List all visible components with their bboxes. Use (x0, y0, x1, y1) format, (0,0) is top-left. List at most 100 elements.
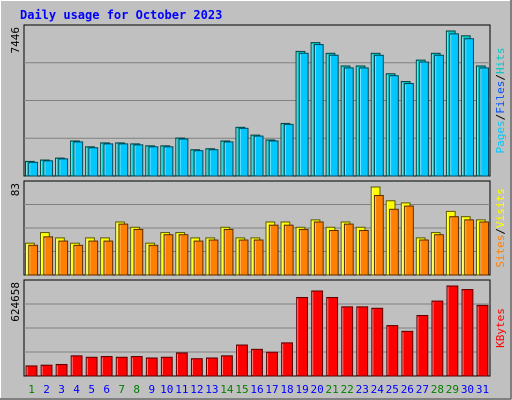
bar-pages-15 (238, 127, 249, 177)
bar-kbytes-25 (386, 325, 399, 377)
x-tick-label-18: 18 (280, 383, 293, 396)
x-tick-label-31: 31 (476, 383, 489, 396)
x-tick-label-2: 2 (43, 383, 50, 396)
bar-pages-7 (118, 143, 129, 177)
bar-kbytes-17 (266, 351, 278, 377)
x-tick-label-26: 26 (401, 383, 414, 396)
bar-kbytes-3 (55, 363, 68, 377)
bar-kbytes-21 (326, 296, 339, 377)
bar-pages-6 (103, 143, 114, 177)
bar-pages-20 (313, 44, 324, 177)
x-tick-label-17: 17 (265, 383, 278, 396)
bar-kbytes-24 (371, 307, 384, 377)
x-tick-label-10: 10 (160, 383, 173, 396)
side-label-kbytes: KBytes (494, 308, 507, 348)
x-axis-labels: 1 2 3 4 5 6 7 8 9 10 11 12 13 14 15 16 17 18 19 20 21 22 23 24 2… (28, 383, 489, 396)
x-tick-label-11: 11 (175, 383, 188, 396)
bar-sites-23 (359, 229, 369, 276)
bar-sites-2 (43, 236, 54, 276)
bar-kbytes-7 (115, 356, 128, 377)
bar-sites-4 (73, 244, 84, 276)
chart-title: Daily usage for October 2023 (20, 8, 222, 22)
bar-pages-21 (328, 54, 339, 177)
bar-sites-6 (103, 240, 114, 276)
bar-kbytes-23 (356, 306, 369, 377)
bar-kbytes-1 (25, 365, 38, 377)
bar-sites-12 (193, 240, 204, 276)
bar-sites-11 (178, 234, 189, 276)
side-label-separator: / (494, 228, 507, 235)
bar-pages-19 (298, 52, 309, 177)
x-tick-label-1: 1 (28, 383, 35, 396)
x-tick-label-5: 5 (88, 383, 95, 396)
x-tick-label-7: 7 (118, 383, 125, 396)
bar-sites-20 (313, 221, 324, 276)
side-label-separator: / (494, 114, 507, 121)
bar-sites-26 (404, 205, 414, 276)
x-tick-label-8: 8 (133, 383, 140, 396)
side-label-hits: Hits (494, 48, 507, 75)
bar-kbytes-11 (175, 352, 188, 377)
bar-sites-9 (148, 244, 159, 276)
panel-side-label: Sites/Visits (494, 188, 507, 268)
bar-kbytes-14 (221, 355, 233, 377)
bar-pages-17 (268, 140, 279, 177)
bar-pages-30 (464, 38, 474, 177)
bar-sites-10 (163, 234, 174, 276)
bar-pages-13 (208, 149, 219, 177)
x-tick-label-3: 3 (58, 383, 65, 396)
bar-pages-1 (28, 161, 39, 177)
bar-kbytes-12 (190, 358, 203, 377)
bar-kbytes-8 (130, 356, 143, 377)
bar-pages-29 (449, 33, 459, 177)
y-max-label: 7446 (9, 27, 22, 54)
panel-side-label: Pages/Files/Hits (494, 48, 507, 154)
x-tick-label-29: 29 (446, 383, 459, 396)
bar-kbytes-30 (461, 289, 474, 377)
x-tick-label-24: 24 (371, 383, 385, 396)
bar-kbytes-18 (281, 342, 293, 377)
bar-sites-27 (419, 239, 429, 276)
bar-kbytes-5 (85, 356, 98, 377)
bar-sites-28 (434, 234, 444, 276)
x-tick-label-25: 25 (386, 383, 399, 396)
x-tick-label-6: 6 (103, 383, 110, 396)
bar-sites-30 (464, 219, 474, 276)
x-tick-label-30: 30 (461, 383, 474, 396)
bar-pages-10 (163, 146, 174, 177)
bar-sites-31 (479, 221, 489, 276)
bar-sites-18 (283, 224, 294, 276)
bar-pages-11 (178, 138, 189, 177)
bar-pages-27 (419, 61, 429, 177)
bar-kbytes-31 (476, 304, 489, 377)
bar-kbytes-13 (205, 357, 218, 377)
bar-kbytes-28 (431, 300, 444, 377)
bar-pages-26 (404, 83, 414, 177)
bar-sites-14 (223, 228, 234, 276)
x-tick-label-21: 21 (326, 383, 339, 396)
x-tick-label-23: 23 (356, 383, 369, 396)
x-tick-label-14: 14 (220, 383, 234, 396)
x-tick-label-4: 4 (73, 383, 80, 396)
bar-pages-24 (374, 54, 384, 177)
bar-sites-5 (88, 240, 99, 276)
bar-pages-28 (434, 54, 444, 177)
bar-pages-4 (73, 141, 84, 177)
bar-kbytes-20 (311, 290, 324, 377)
y-max-label: 624658 (9, 282, 22, 322)
bar-pages-8 (133, 144, 144, 177)
bar-kbytes-10 (160, 356, 173, 377)
side-label-visits: Visits (494, 188, 507, 228)
bar-pages-2 (43, 160, 54, 177)
bar-pages-14 (223, 141, 234, 177)
x-tick-label-28: 28 (431, 383, 444, 396)
bar-sites-25 (389, 208, 399, 276)
panel-side-label: KBytes (494, 308, 507, 348)
bar-pages-9 (148, 146, 159, 177)
bar-pages-5 (88, 147, 99, 177)
side-label-sites: Sites (494, 235, 507, 268)
x-tick-label-15: 15 (235, 383, 248, 396)
bar-sites-16 (253, 239, 264, 276)
bar-pages-12 (193, 150, 204, 177)
